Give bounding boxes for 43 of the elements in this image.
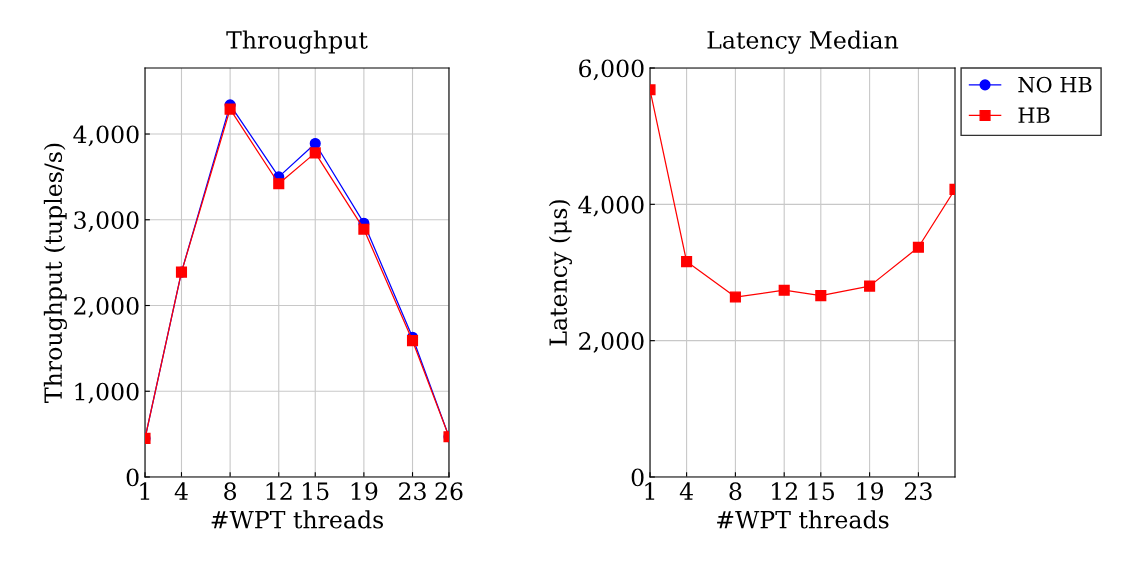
- x-axis-title: #WPT threads: [717, 510, 889, 529]
- legend-label: NO HB: [1018, 76, 1092, 93]
- y-tick-label: 4,000: [578, 195, 644, 217]
- point: [406, 335, 419, 347]
- y-tick-label: 2,000: [74, 296, 139, 318]
- point: [273, 178, 285, 190]
- y-tick-label: 6,000: [579, 59, 644, 81]
- point: [224, 103, 236, 115]
- x-tick-label: 15: [303, 482, 329, 501]
- point: [729, 291, 741, 303]
- x-tick-label: 19: [351, 482, 378, 501]
- x-tick-label: 8: [729, 482, 742, 501]
- point: [778, 284, 790, 296]
- point: [358, 223, 370, 235]
- y-tick-label: 0: [631, 468, 644, 487]
- legend-label: HB: [1018, 107, 1050, 123]
- point: [309, 147, 321, 159]
- y-tick-label: 4,000: [73, 125, 139, 147]
- y-axis-title: Latency (μs): [548, 200, 572, 346]
- y-tick-label: 1,000: [75, 382, 139, 404]
- x-tick-label: 1: [140, 482, 150, 500]
- x-tick-label: 12: [772, 482, 797, 500]
- y-tick-label: 0: [126, 468, 139, 487]
- x-tick-label: 19: [857, 482, 884, 501]
- y-axis-title: Throughput (tuples/s): [43, 143, 67, 403]
- x-axis-title: #WPT threads: [211, 510, 384, 529]
- x-tick-label: 12: [266, 482, 292, 500]
- x-tick-label: 4: [679, 482, 693, 500]
- x-tick-label: 1: [645, 482, 655, 500]
- chart-title: Latency Median: [707, 30, 899, 54]
- y-tick-label: 2,000: [579, 332, 644, 353]
- x-tick-label: 23: [399, 482, 426, 501]
- point: [815, 290, 827, 302]
- x-tick-label: 15: [808, 482, 834, 501]
- x-tick-label: 4: [174, 482, 188, 500]
- x-tick-label: 23: [904, 482, 932, 501]
- point: [912, 241, 924, 253]
- x-tick-label: 26: [435, 482, 463, 501]
- chart-title: Throughput: [226, 30, 368, 54]
- x-tick-label: 8: [224, 482, 237, 501]
- y-tick-label: 3,000: [74, 211, 139, 232]
- point: [864, 280, 876, 292]
- point: [681, 256, 693, 268]
